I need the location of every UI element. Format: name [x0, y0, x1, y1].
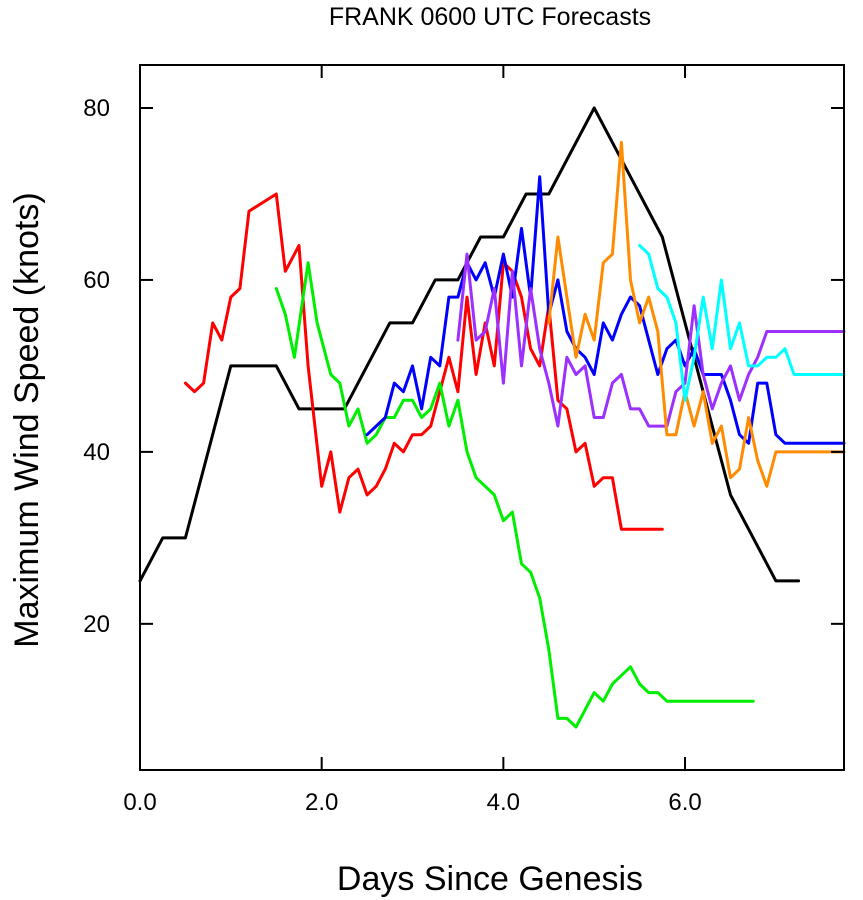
series-line-3 [365, 175, 846, 445]
series-line-0 [138, 106, 801, 583]
series-line-4 [456, 252, 846, 428]
y-tick-label: 20 [83, 611, 110, 638]
x-axis-label: Days Since Genesis [337, 860, 643, 898]
series-line-5 [547, 140, 846, 488]
series-group [138, 106, 846, 729]
plot-frame [139, 64, 845, 771]
ticks-group: 0.0 2.0 4.0 6.0 20 40 60 80 [83, 65, 844, 816]
y-tick-label: 60 [83, 267, 110, 294]
x-tick-label: 6.0 [668, 789, 701, 816]
y-axis-label: Maximum Wind Speed (knots) [8, 192, 46, 647]
x-tick-label: 0.0 [123, 789, 156, 816]
series-line-6 [638, 244, 846, 402]
chart-title: FRANK 0600 UTC Forecasts [329, 3, 651, 31]
x-tick-label: 4.0 [487, 789, 520, 816]
y-tick-label: 80 [83, 95, 110, 122]
x-tick-label: 2.0 [305, 789, 338, 816]
series-line-2 [274, 261, 755, 729]
series-line-1 [183, 192, 664, 531]
y-tick-label: 40 [83, 439, 110, 466]
